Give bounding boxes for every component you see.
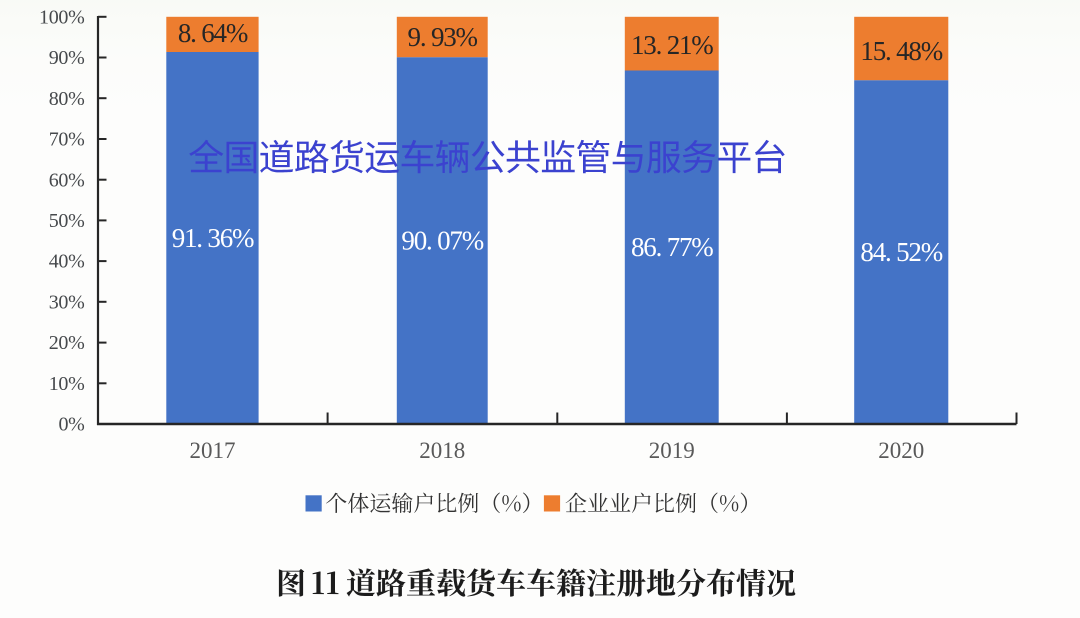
svg-text:8. 64%: 8. 64% xyxy=(178,18,248,48)
svg-text:100%: 100% xyxy=(39,6,84,28)
svg-text:70%: 70% xyxy=(49,129,85,151)
svg-text:86. 77%: 86. 77% xyxy=(631,232,713,262)
svg-text:0%: 0% xyxy=(58,414,84,436)
svg-text:84. 52%: 84. 52% xyxy=(860,237,942,267)
svg-text:40%: 40% xyxy=(49,251,85,273)
svg-text:13. 21%: 13. 21% xyxy=(631,30,713,60)
svg-text:60%: 60% xyxy=(49,169,85,191)
svg-text:2018: 2018 xyxy=(419,438,465,463)
svg-text:10%: 10% xyxy=(49,373,85,395)
svg-text:20%: 20% xyxy=(49,332,85,354)
svg-text:90. 07%: 90. 07% xyxy=(401,226,483,256)
svg-text:80%: 80% xyxy=(49,88,85,110)
svg-text:2020: 2020 xyxy=(878,438,924,463)
svg-text:50%: 50% xyxy=(49,210,85,232)
svg-text:15. 48%: 15. 48% xyxy=(860,36,942,66)
svg-text:2017: 2017 xyxy=(190,438,236,463)
svg-text:90%: 90% xyxy=(49,47,85,69)
svg-text:30%: 30% xyxy=(49,291,85,313)
svg-text:9. 93%: 9. 93% xyxy=(408,22,478,52)
svg-text:91. 36%: 91. 36% xyxy=(172,223,254,253)
svg-text:2019: 2019 xyxy=(649,438,695,463)
